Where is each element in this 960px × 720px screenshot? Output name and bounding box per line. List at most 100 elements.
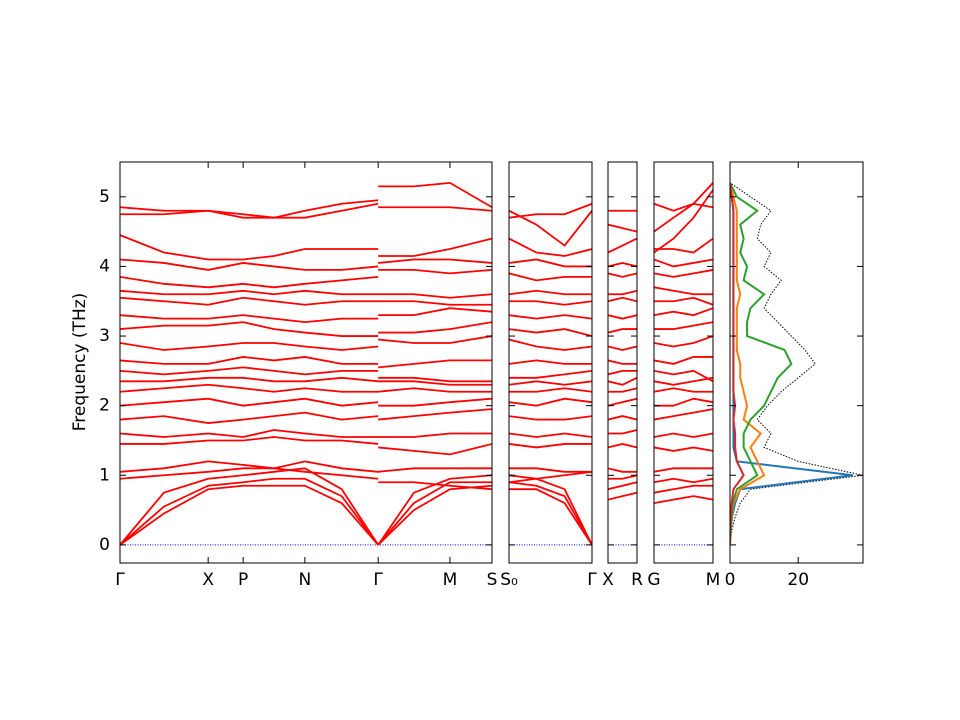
x-tick-label: Γ	[587, 570, 597, 590]
band-line	[509, 432, 592, 438]
band-line	[608, 491, 637, 501]
y-tick-label: 1	[99, 465, 110, 485]
x-tick-label: 20	[787, 570, 809, 590]
band-line	[608, 474, 637, 480]
x-tick-label: X	[602, 570, 614, 590]
band-line	[608, 296, 637, 303]
band-line	[120, 202, 492, 219]
band-line	[608, 443, 637, 449]
band-line	[608, 328, 637, 334]
x-tick-label: M	[706, 570, 721, 590]
x-tick-label: R	[631, 570, 643, 590]
band-line	[120, 484, 492, 546]
axes-frame	[119, 161, 493, 564]
dos-line	[730, 182, 793, 545]
band-line	[608, 314, 637, 320]
band-line	[120, 234, 492, 261]
band-line	[654, 202, 713, 212]
band-line	[120, 335, 492, 351]
band-line	[608, 345, 637, 351]
band-line	[654, 321, 713, 330]
band-line	[509, 314, 592, 320]
dos-line	[730, 182, 863, 545]
band-line	[120, 477, 492, 546]
band-line	[120, 321, 492, 337]
band-line	[120, 460, 492, 473]
band-line	[608, 272, 637, 278]
band-line	[120, 467, 492, 491]
axes-frame	[607, 161, 638, 564]
band-line	[654, 387, 713, 393]
x-tick-label: Γ	[115, 570, 125, 590]
x-tick-label: X	[202, 570, 214, 590]
x-tick-label: P	[238, 570, 248, 590]
band-line	[120, 269, 492, 289]
y-tick-label: 0	[99, 535, 110, 555]
band-line	[654, 307, 713, 317]
band-line	[654, 189, 713, 254]
band-line	[120, 408, 492, 424]
band-line	[654, 356, 713, 365]
band-line	[120, 429, 492, 438]
band-line	[654, 397, 713, 407]
band-line	[509, 481, 592, 546]
band-line	[654, 182, 713, 233]
band-line	[509, 209, 592, 247]
band-line	[608, 467, 637, 473]
band-line	[654, 432, 713, 438]
band-line	[509, 415, 592, 421]
band-line	[120, 307, 492, 324]
x-tick-label: N	[299, 570, 312, 590]
band-line	[120, 181, 492, 219]
band-line	[608, 429, 637, 435]
band-line	[608, 369, 637, 376]
band-line	[120, 397, 492, 407]
band-line	[654, 484, 713, 494]
y-tick-label: 3	[99, 326, 110, 346]
axes-frame	[729, 161, 864, 564]
band-line	[509, 380, 592, 386]
plot-area	[730, 182, 863, 545]
band-line	[509, 328, 592, 337]
band-line	[509, 397, 592, 407]
band-line	[509, 443, 592, 449]
band-line	[654, 369, 713, 383]
band-line	[509, 369, 592, 379]
band-line	[509, 289, 592, 296]
band-line	[509, 338, 592, 351]
band-line	[654, 376, 713, 386]
band-line	[120, 467, 492, 546]
x-tick-label: S	[487, 570, 498, 590]
band-line	[608, 481, 637, 491]
band-line	[654, 286, 713, 296]
band-line	[608, 387, 637, 393]
band-line	[120, 376, 492, 386]
band-line	[654, 269, 713, 278]
band-line	[509, 272, 592, 282]
band-line	[509, 488, 592, 546]
band-line	[608, 397, 637, 407]
band-line	[120, 383, 492, 393]
y-tick-label: 4	[99, 256, 110, 276]
y-tick-label: 2	[99, 396, 110, 416]
plot-area	[120, 181, 492, 546]
plot-area	[608, 209, 637, 546]
band-line	[608, 223, 637, 233]
y-axis-label: Frequency (THz)	[70, 293, 90, 432]
band-line	[120, 296, 492, 306]
band-line	[509, 258, 592, 268]
x-tick-label: 0	[725, 570, 736, 590]
axes-frame	[653, 161, 714, 564]
axes-frame	[508, 161, 593, 564]
band-line	[654, 408, 713, 421]
band-line	[608, 262, 637, 268]
band-line	[509, 467, 592, 473]
band-line	[509, 470, 592, 484]
band-line	[608, 237, 637, 254]
x-tick-label: Γ	[373, 570, 383, 590]
dos-line	[730, 182, 745, 545]
x-tick-label: S₀	[500, 570, 518, 590]
band-line	[509, 387, 592, 393]
band-line	[509, 300, 592, 306]
